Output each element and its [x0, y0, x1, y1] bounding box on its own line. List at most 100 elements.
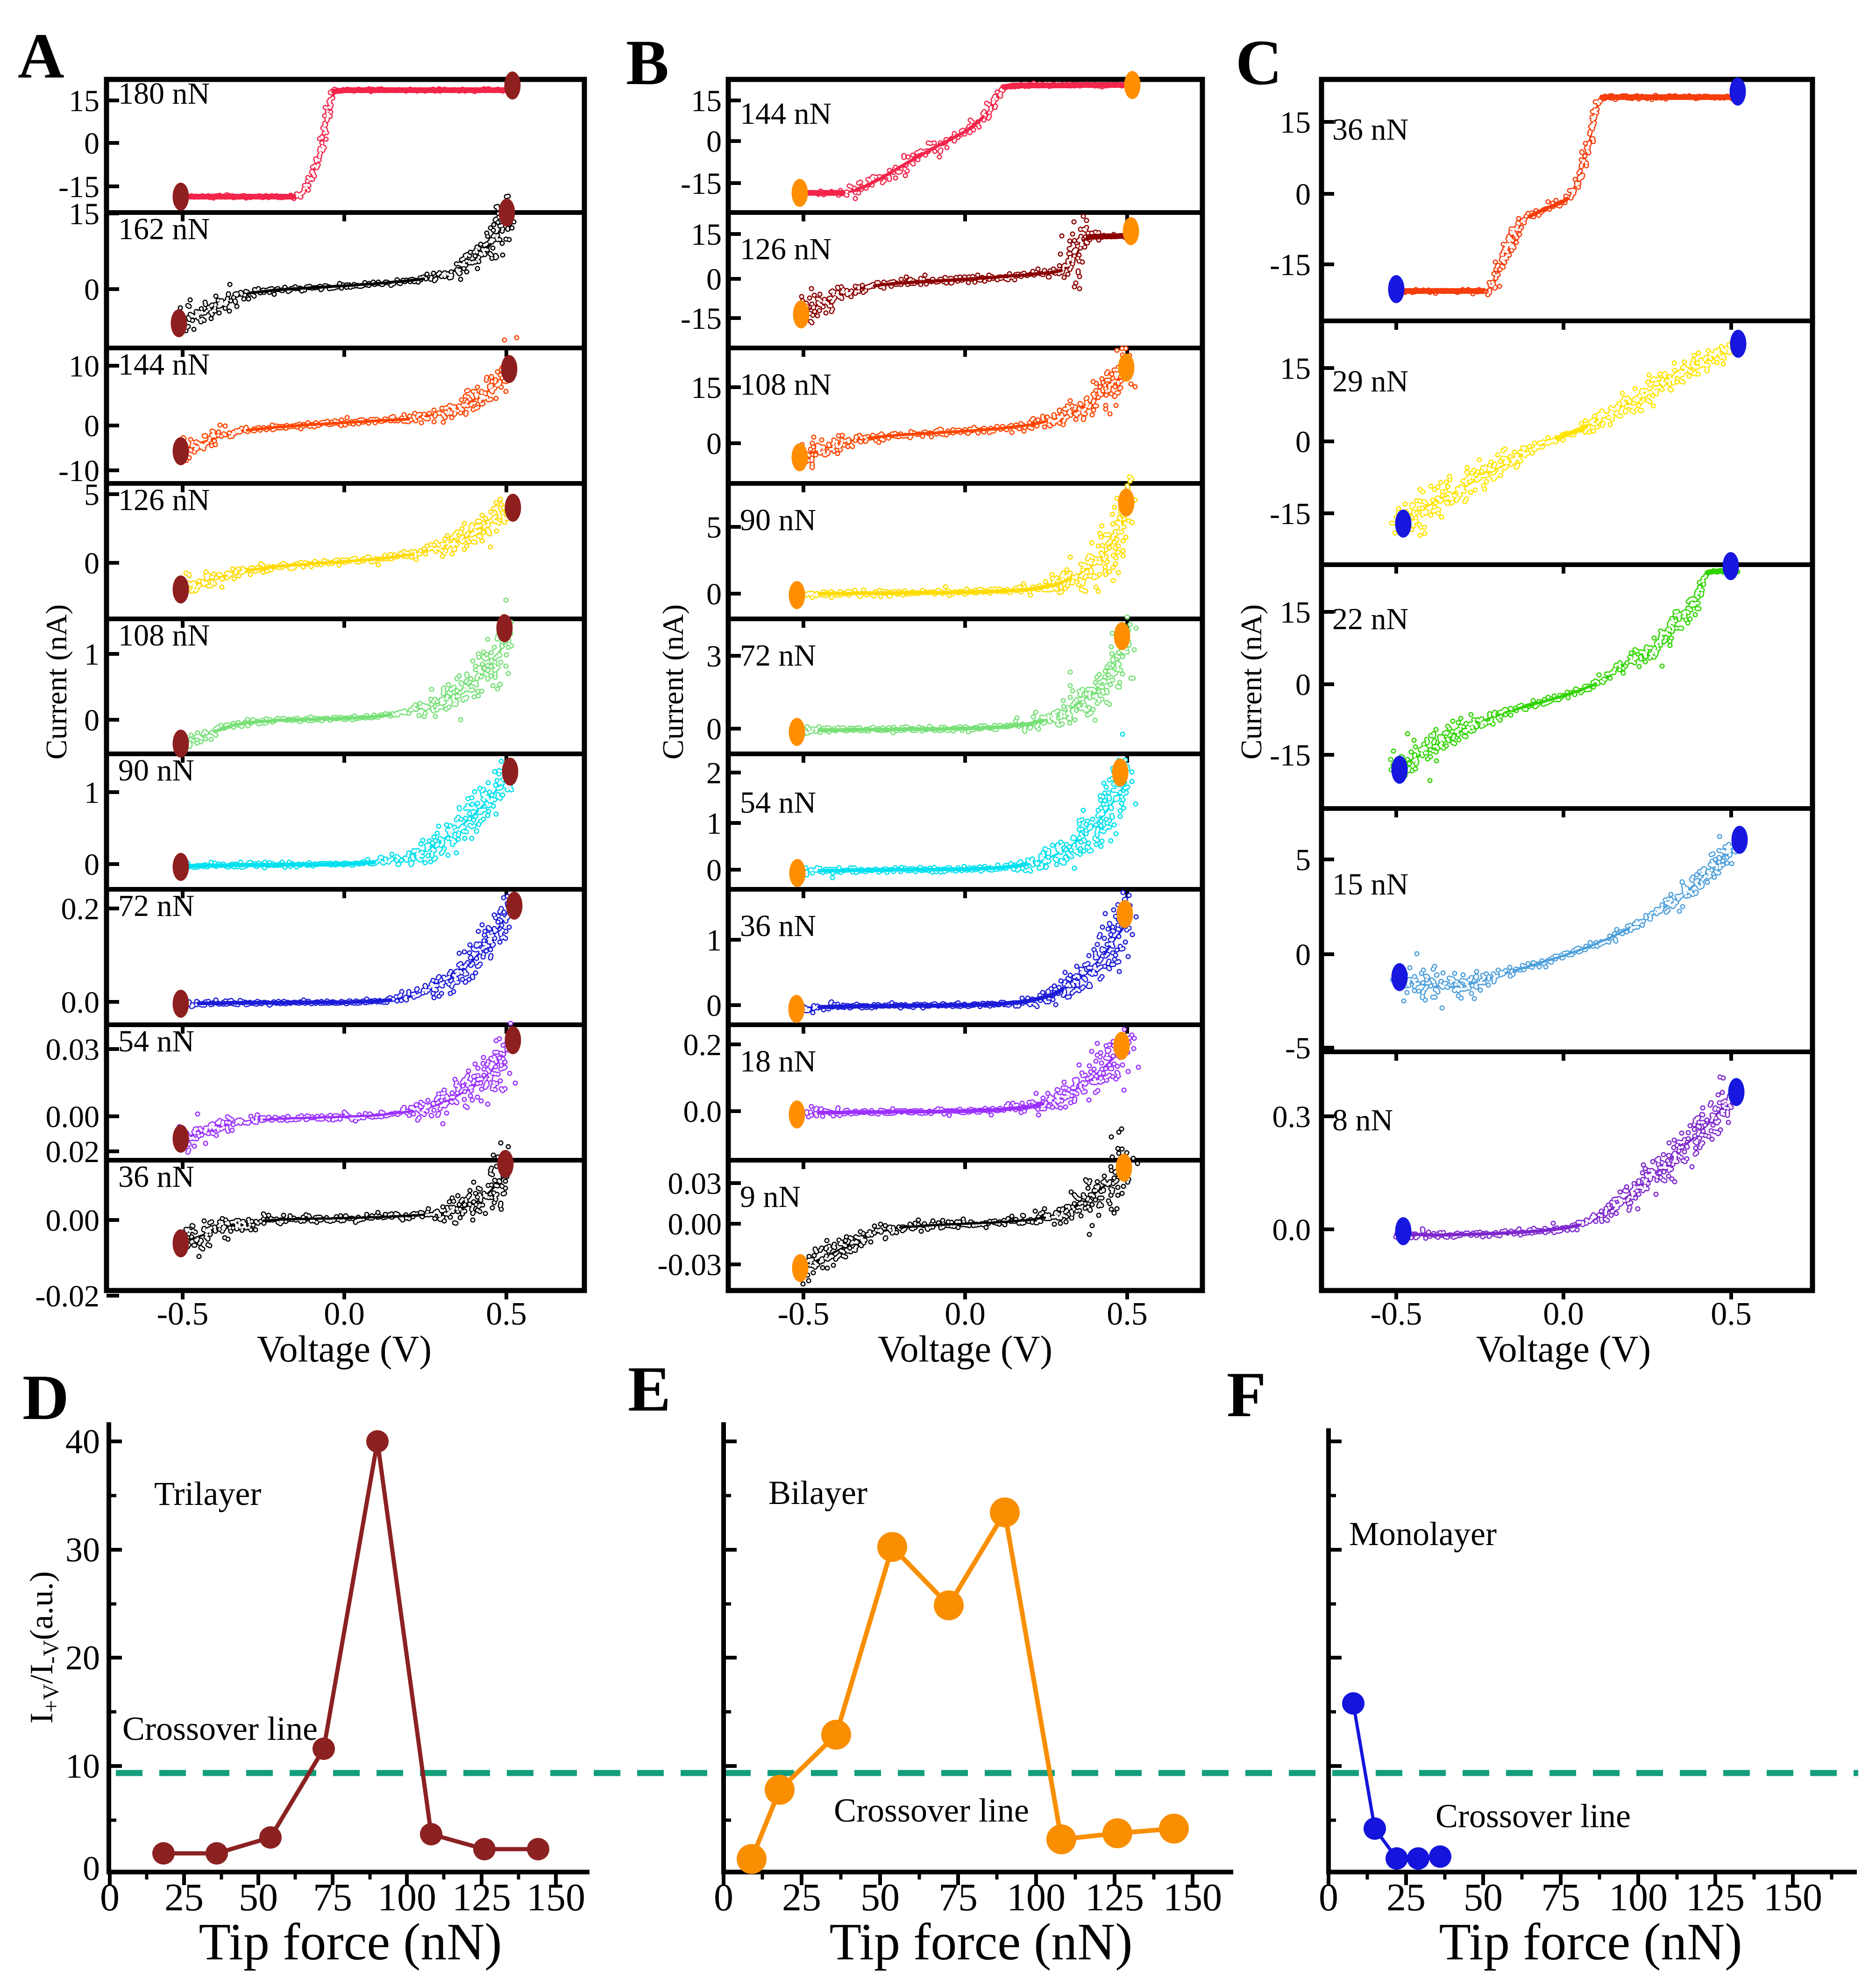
svg-text:-15: -15 [681, 167, 722, 201]
svg-text:-0.02: -0.02 [36, 1279, 99, 1313]
svg-text:0: 0 [714, 1876, 733, 1919]
svg-text:A: A [18, 20, 64, 92]
svg-text:F: F [1227, 1359, 1266, 1430]
svg-text:15: 15 [691, 218, 722, 252]
svg-text:-10: -10 [58, 454, 99, 488]
svg-text:0: 0 [1319, 1876, 1338, 1919]
svg-text:Bilayer: Bilayer [768, 1474, 867, 1511]
svg-text:15: 15 [691, 371, 722, 405]
svg-text:125: 125 [1085, 1876, 1144, 1919]
svg-text:36 nN: 36 nN [740, 909, 816, 943]
svg-text:108 nN: 108 nN [740, 368, 831, 402]
svg-text:50: 50 [860, 1876, 900, 1919]
svg-text:1: 1 [706, 807, 722, 841]
svg-text:0.03: 0.03 [46, 1033, 100, 1067]
svg-text:108 nN: 108 nN [118, 618, 210, 653]
svg-text:1: 1 [84, 638, 99, 672]
svg-text:10: 10 [65, 1747, 100, 1786]
svg-text:0.00: 0.00 [668, 1207, 722, 1241]
svg-text:126 nN: 126 nN [118, 483, 210, 517]
svg-text:100: 100 [377, 1876, 436, 1919]
svg-text:0.0: 0.0 [324, 1296, 365, 1332]
svg-text:0: 0 [1295, 425, 1311, 459]
svg-text:-15: -15 [681, 302, 722, 336]
svg-text:I+V/I-V(a.u.): I+V/I-V(a.u.) [24, 1571, 64, 1724]
svg-text:150: 150 [1163, 1876, 1222, 1919]
svg-text:Crossover line: Crossover line [122, 1710, 318, 1747]
svg-text:0.3: 0.3 [1272, 1100, 1311, 1134]
svg-text:15: 15 [1280, 352, 1311, 386]
svg-text:0.0: 0.0 [1543, 1296, 1584, 1332]
svg-text:0: 0 [706, 262, 722, 297]
svg-text:3: 3 [706, 639, 722, 674]
svg-text:0: 0 [84, 848, 99, 882]
svg-text:126 nN: 126 nN [740, 232, 831, 266]
svg-text:E: E [628, 1353, 671, 1425]
svg-text:0.2: 0.2 [683, 1028, 722, 1062]
svg-text:50: 50 [239, 1876, 278, 1919]
svg-text:Tip force (nN): Tip force (nN) [829, 1913, 1132, 1971]
svg-text:-15: -15 [1270, 497, 1311, 531]
svg-text:Trilayer: Trilayer [154, 1475, 261, 1512]
svg-text:15: 15 [69, 197, 99, 231]
svg-text:5: 5 [1295, 843, 1311, 877]
svg-text:100: 100 [1609, 1876, 1668, 1919]
svg-text:15 nN: 15 nN [1332, 867, 1408, 901]
svg-text:15: 15 [1280, 596, 1311, 630]
svg-text:Crossover line: Crossover line [834, 1792, 1029, 1829]
svg-text:90 nN: 90 nN [740, 503, 816, 537]
svg-text:Current (nA): Current (nA) [40, 604, 73, 759]
svg-text:0: 0 [706, 427, 722, 461]
svg-text:Voltage (V): Voltage (V) [1476, 1329, 1651, 1370]
svg-text:0: 0 [84, 703, 99, 738]
svg-text:Current (nA): Current (nA) [1235, 604, 1268, 759]
svg-text:29 nN: 29 nN [1332, 364, 1408, 398]
svg-text:144 nN: 144 nN [740, 97, 831, 131]
svg-text:0: 0 [100, 1876, 120, 1919]
svg-text:Monolayer: Monolayer [1349, 1515, 1497, 1553]
svg-text:15: 15 [691, 84, 722, 118]
svg-text:162 nN: 162 nN [118, 212, 210, 246]
svg-text:0: 0 [84, 127, 99, 161]
svg-text:144 nN: 144 nN [118, 348, 210, 382]
svg-text:Tip force (nN): Tip force (nN) [199, 1913, 502, 1971]
svg-text:-0.5: -0.5 [157, 1296, 209, 1332]
svg-text:0: 0 [84, 273, 99, 307]
svg-text:5: 5 [706, 511, 722, 545]
svg-text:0.02: 0.02 [46, 1135, 100, 1169]
svg-text:30: 30 [65, 1531, 100, 1569]
svg-text:75: 75 [313, 1876, 352, 1919]
svg-text:18 nN: 18 nN [740, 1044, 816, 1078]
svg-text:15: 15 [69, 84, 99, 118]
svg-text:0: 0 [84, 409, 99, 443]
svg-text:8 nN: 8 nN [1332, 1103, 1393, 1137]
svg-text:0: 0 [1295, 177, 1311, 212]
svg-text:0.03: 0.03 [668, 1167, 722, 1201]
svg-text:25: 25 [164, 1876, 204, 1919]
svg-text:Tip force (nN): Tip force (nN) [1439, 1913, 1742, 1971]
svg-text:54 nN: 54 nN [118, 1024, 194, 1058]
svg-text:0: 0 [706, 712, 722, 746]
svg-text:9 nN: 9 nN [740, 1180, 801, 1214]
svg-text:0: 0 [1295, 938, 1311, 972]
svg-text:75: 75 [1541, 1876, 1580, 1919]
svg-text:0.0: 0.0 [61, 986, 100, 1020]
svg-text:90 nN: 90 nN [118, 753, 194, 787]
svg-text:-0.03: -0.03 [658, 1248, 722, 1282]
svg-text:0.0: 0.0 [683, 1095, 722, 1129]
svg-text:-0.5: -0.5 [1371, 1296, 1422, 1332]
svg-text:0: 0 [706, 853, 722, 887]
svg-text:C: C [1236, 27, 1282, 98]
svg-text:B: B [626, 27, 669, 98]
svg-text:0.0: 0.0 [945, 1296, 986, 1332]
svg-text:0.5: 0.5 [486, 1296, 527, 1332]
svg-text:0.2: 0.2 [61, 892, 100, 926]
svg-text:0: 0 [706, 125, 722, 159]
svg-text:0.00: 0.00 [46, 1100, 100, 1134]
svg-text:75: 75 [938, 1876, 978, 1919]
svg-text:36 nN: 36 nN [1332, 113, 1408, 147]
svg-text:50: 50 [1464, 1876, 1503, 1919]
svg-text:0.5: 0.5 [1711, 1296, 1752, 1332]
svg-text:180 nN: 180 nN [118, 77, 210, 111]
svg-text:-15: -15 [58, 170, 99, 204]
